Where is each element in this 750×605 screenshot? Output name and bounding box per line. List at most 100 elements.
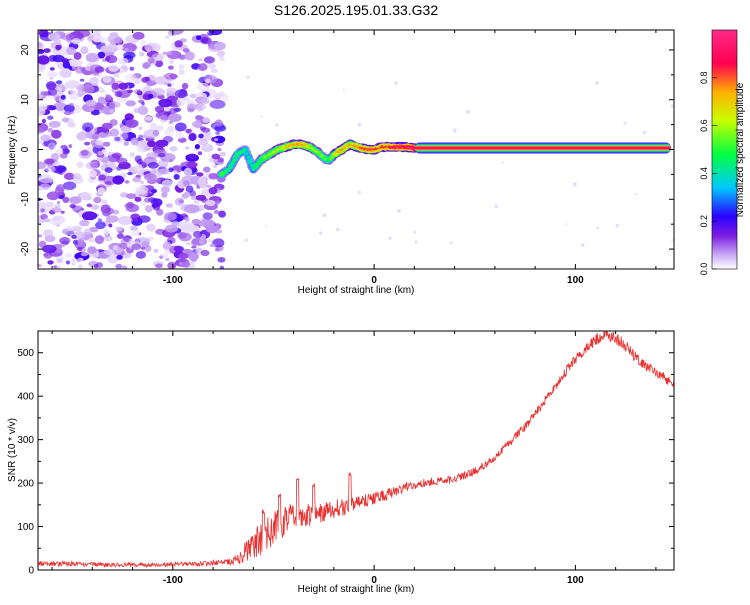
noise-blob [43, 229, 54, 238]
noise-speck [397, 209, 401, 213]
noise-blob [212, 238, 225, 248]
noise-blob [153, 248, 159, 253]
noise-blob [180, 224, 197, 234]
ridge-blob [312, 147, 314, 150]
ridge-blob [265, 155, 267, 157]
noise-blob [68, 58, 83, 68]
noise-blob [114, 91, 123, 97]
noise-blob [88, 169, 97, 178]
noise-blob [155, 263, 163, 269]
noise-blob [85, 99, 97, 107]
noise-speck [246, 75, 250, 79]
ridge-blob [262, 158, 264, 160]
noise-speck [642, 130, 647, 135]
ridge-blob [315, 149, 317, 152]
noise-blob [188, 153, 197, 159]
ridge-blob [341, 148, 343, 151]
noise-blob [200, 249, 210, 257]
noise-blob [76, 161, 84, 168]
noise-blob [219, 151, 227, 157]
noise-blob [103, 248, 115, 256]
noise-speck [322, 213, 327, 218]
noise-blob [134, 196, 142, 202]
ridge-blob [410, 146, 412, 149]
ridge-blob [278, 148, 280, 151]
noise-blob [101, 156, 110, 164]
ridge-blob [381, 146, 383, 148]
noise-blob [178, 199, 184, 204]
ridge-blob [294, 144, 296, 146]
noise-blob [108, 151, 113, 156]
noise-speck [565, 223, 568, 226]
noise-speck [596, 226, 600, 230]
noise-blob [97, 51, 106, 59]
ridge-blob [326, 158, 329, 160]
ridge-blob [391, 145, 393, 148]
noise-blob [199, 218, 215, 228]
ridge-blob [339, 149, 341, 151]
ridge-blob [365, 148, 367, 150]
noise-blob [202, 117, 211, 123]
noise-blob [167, 83, 172, 87]
noise-blob [72, 173, 82, 180]
noise-blob [65, 33, 75, 41]
noise-blob [132, 177, 142, 183]
noise-blob [201, 97, 210, 105]
ridge-blob [389, 145, 391, 148]
y-tick-label: 0 [20, 146, 31, 152]
noise-blob [140, 200, 146, 206]
frequency-ridge [216, 139, 671, 180]
noise-blob [99, 36, 108, 44]
noise-blob [217, 91, 226, 97]
noise-blob [47, 71, 58, 78]
ridge-blob [267, 155, 269, 157]
noise-blob [99, 236, 104, 241]
noise-blob [61, 58, 69, 64]
noise-blob [67, 122, 76, 128]
x-tick-label: -100 [163, 275, 183, 286]
noise-blob [73, 52, 82, 60]
ridge-blob [399, 146, 401, 148]
noise-blob [117, 215, 133, 226]
noise-blob [217, 147, 222, 152]
noise-blob [85, 161, 99, 170]
y-tick-label: 100 [17, 522, 34, 533]
noise-blob [196, 172, 204, 177]
ridge-blob [309, 146, 311, 148]
noise-blob [93, 196, 102, 204]
noise-blob [97, 96, 106, 105]
noise-speck [260, 115, 263, 118]
noise-blob [164, 79, 171, 84]
ridge-blob [325, 158, 327, 160]
noise-blob [161, 179, 173, 188]
noise-blob [129, 152, 136, 158]
noise-blob [87, 246, 97, 255]
noise-speck [449, 241, 453, 245]
ridge-blob [368, 148, 370, 150]
noise-blob [54, 204, 61, 208]
noise-blob [38, 41, 43, 48]
noise-blob [66, 47, 76, 55]
noise-blob [59, 30, 66, 33]
noise-blob [80, 46, 89, 55]
noise-speck [501, 161, 504, 164]
noise-blob [152, 129, 160, 137]
noise-blob [202, 212, 213, 220]
noise-blob [154, 105, 165, 113]
noise-blob [203, 56, 215, 64]
noise-blob [159, 253, 168, 259]
noise-blob [112, 175, 124, 185]
noise-blob [178, 69, 185, 76]
noise-blob [38, 64, 46, 73]
noise-blob [198, 133, 204, 139]
noise-blob [115, 263, 123, 269]
noise-blob [195, 104, 204, 112]
noise-blob [68, 144, 73, 149]
noise-blob [116, 233, 124, 239]
ridge-blob [251, 165, 253, 167]
ridge-band [414, 146, 671, 150]
noise-blob [45, 201, 54, 207]
noise-speck [274, 123, 279, 127]
x-tick-label: 0 [371, 275, 377, 286]
noise-blob [115, 226, 123, 232]
